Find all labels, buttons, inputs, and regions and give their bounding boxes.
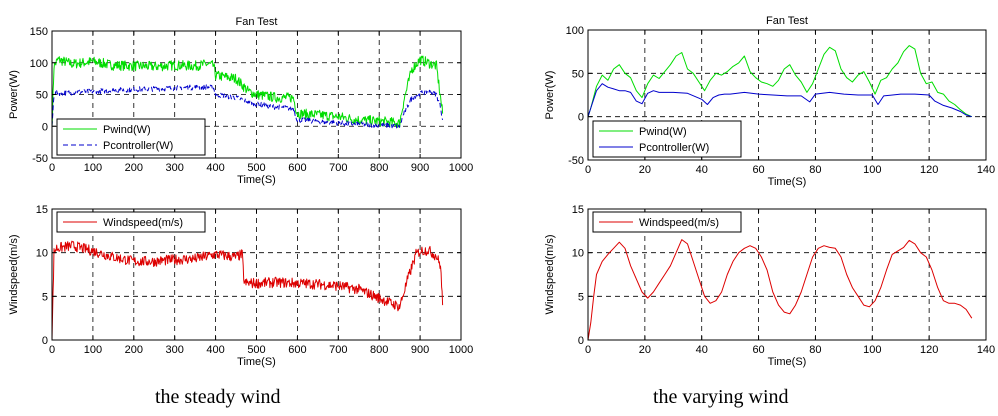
x-tick-label: 60 — [752, 164, 764, 176]
x-tick-label: 60 — [752, 344, 764, 356]
legend-label: Pcontroller(W) — [103, 140, 173, 152]
y-axis-label: Power(W) — [8, 70, 20, 119]
y-tick-label: 5 — [578, 291, 584, 303]
y-tick-label: 5 — [42, 291, 48, 303]
x-tick-label: 500 — [247, 162, 265, 174]
legend-label: Pcontroller(W) — [639, 142, 709, 154]
y-tick-label: 0 — [42, 121, 48, 133]
legend-label: Windspeed(m/s) — [103, 217, 183, 229]
y-tick-label: 15 — [572, 204, 584, 216]
x-tick-label: 80 — [809, 164, 821, 176]
x-tick-label: 600 — [288, 344, 306, 356]
x-tick-label: 400 — [206, 162, 224, 174]
x-tick-label: 600 — [288, 162, 306, 174]
chart-4: 0 20 40 60 80 100 120 140 0 5 10 15 Time(S) Windspeed… — [544, 204, 995, 368]
x-tick-label: 80 — [809, 344, 821, 356]
legend: Pwind(W) Pcontroller(W) — [56, 118, 206, 156]
chart-title: Fan Test — [766, 15, 808, 27]
y-axis-label: Power(W) — [544, 71, 556, 120]
axes-frame — [587, 208, 987, 341]
series-line-1 — [51, 55, 444, 128]
x-tick-label: 0 — [585, 344, 591, 356]
y-tick-label: 15 — [36, 204, 48, 216]
x-tick-label: 120 — [920, 164, 938, 176]
chart-2: 0 100 200 300 400 500 600 700 800 900 1000 0 5 10 15 Ti… — [8, 204, 473, 368]
x-tick-label: 900 — [411, 162, 429, 174]
x-tick-label: 0 — [49, 162, 55, 174]
x-tick-label: 140 — [977, 344, 995, 356]
axes-frame — [587, 29, 987, 161]
legend-box — [592, 120, 742, 158]
y-tick-label: 0 — [578, 112, 584, 124]
x-tick-label: 1000 — [449, 344, 473, 356]
x-tick-label: 900 — [411, 344, 429, 356]
legend-box — [592, 211, 742, 233]
x-tick-label: 100 — [84, 162, 102, 174]
x-tick-label: 20 — [639, 344, 651, 356]
x-tick-label: 40 — [696, 164, 708, 176]
x-tick-label: 20 — [639, 164, 651, 176]
x-tick-label: 700 — [329, 162, 347, 174]
x-tick-label: 1000 — [449, 162, 473, 174]
x-tick-label: 120 — [920, 344, 938, 356]
x-tick-label: 0 — [585, 164, 591, 176]
x-tick-label: 100 — [84, 344, 102, 356]
y-tick-label: 0 — [578, 335, 584, 347]
x-axis-label: Time(S) — [768, 176, 807, 188]
x-tick-label: 500 — [247, 344, 265, 356]
x-tick-label: 300 — [166, 162, 184, 174]
y-tick-label: 10 — [36, 248, 48, 260]
y-axis-label: Windspeed(m/s) — [544, 234, 556, 314]
x-tick-label: 200 — [125, 344, 143, 356]
x-tick-label: 800 — [370, 344, 388, 356]
series-line-1 — [51, 240, 444, 341]
legend: Pwind(W) Pcontroller(W) — [592, 120, 742, 158]
x-tick-label: 140 — [977, 164, 995, 176]
caption-left: the steady wind — [155, 386, 281, 408]
x-axis-label: Time(S) — [237, 356, 276, 368]
x-tick-label: 0 — [49, 344, 55, 356]
legend: Windspeed(m/s) — [592, 211, 742, 233]
x-axis-label: Time(S) — [237, 174, 276, 186]
chart-title: Fan Test — [236, 16, 278, 28]
legend-box — [56, 118, 206, 156]
y-tick-label: -50 — [568, 155, 584, 167]
x-tick-label: 300 — [166, 344, 184, 356]
y-tick-label: 0 — [42, 335, 48, 347]
legend-label: Pwind(W) — [103, 124, 151, 136]
y-tick-label: 100 — [566, 25, 584, 37]
x-tick-label: 400 — [206, 344, 224, 356]
y-tick-label: 100 — [30, 58, 48, 70]
x-tick-label: 100 — [863, 164, 881, 176]
legend-box — [56, 211, 206, 233]
series-line-2 — [587, 83, 972, 118]
legend-label: Pwind(W) — [639, 126, 687, 138]
x-tick-label: 800 — [370, 162, 388, 174]
y-tick-label: 150 — [30, 26, 48, 38]
x-tick-label: 700 — [329, 344, 347, 356]
y-tick-label: 50 — [572, 68, 584, 80]
y-tick-label: -50 — [32, 153, 48, 165]
series-line-1 — [587, 45, 973, 118]
y-tick-label: 10 — [572, 248, 584, 260]
chart-1: 0 100 200 300 400 500 600 700 800 900 1000-5005010… — [8, 16, 473, 186]
y-axis-label: Windspeed(m/s) — [8, 234, 20, 314]
x-axis-label: Time(S) — [768, 356, 807, 368]
legend-label: Windspeed(m/s) — [639, 217, 719, 229]
series-line-1 — [587, 239, 973, 341]
x-tick-label: 200 — [125, 162, 143, 174]
y-tick-label: 50 — [36, 90, 48, 102]
legend: Windspeed(m/s) — [56, 211, 206, 233]
x-tick-label: 100 — [863, 344, 881, 356]
caption-right: the varying wind — [653, 386, 789, 408]
x-tick-label: 40 — [696, 344, 708, 356]
series-line-2 — [51, 84, 444, 129]
